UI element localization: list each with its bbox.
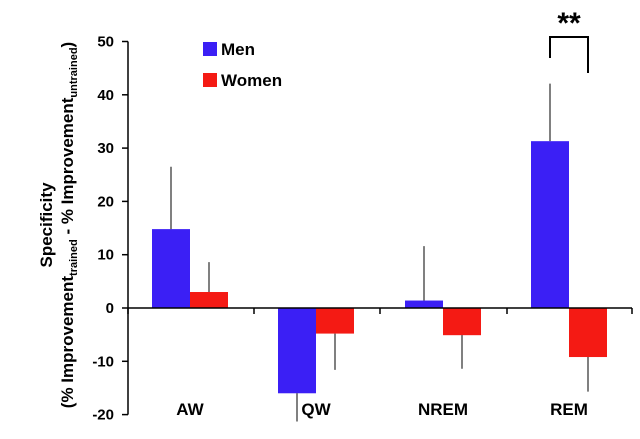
y-tick-label: 30 [97, 140, 114, 157]
legend-swatch-men [203, 42, 217, 56]
y-tick-label: -10 [92, 353, 114, 370]
significance-label: ** [557, 7, 581, 40]
legend-label-women: Women [221, 71, 282, 90]
bars [152, 141, 607, 394]
significance-bracket [549, 36, 589, 73]
error-bars [170, 83, 589, 422]
bar-men-rem [531, 141, 569, 308]
y-axis: -20 -10 0 10 20 30 40 50 [92, 34, 129, 424]
significance-annotation: ** [549, 7, 589, 73]
bar-women-qw [316, 308, 354, 334]
y-tick-label: -20 [92, 407, 114, 424]
y-axis-label-sub: (% Improvementtrained - % Improvementunt… [58, 42, 80, 408]
category-label: AW [176, 400, 204, 419]
y-axis-label-subscript: untrained [68, 47, 80, 97]
bar-women-nrem [443, 308, 481, 336]
category-label: NREM [418, 400, 468, 419]
y-axis-label-part: (% Improvement [58, 276, 77, 409]
y-tick-label: 40 [97, 87, 114, 104]
category-labels: AW QW NREM REM [176, 400, 588, 419]
bar-men-aw [152, 229, 190, 308]
x-axis [127, 307, 633, 314]
legend: Men Women [203, 40, 282, 90]
category-label: REM [550, 400, 588, 419]
bar-women-aw [190, 292, 228, 308]
y-tick-label: 20 [97, 193, 114, 210]
y-tick-label: 10 [97, 247, 114, 264]
bar-women-rem [569, 308, 607, 358]
y-axis-label-subscript: trained [68, 239, 80, 276]
bar-men-qw [278, 308, 316, 394]
y-axis-label: Specificity (% Improvementtrained - % Im… [37, 42, 80, 408]
legend-swatch-women [203, 73, 217, 87]
y-tick-label: 0 [106, 300, 114, 317]
legend-label-men: Men [221, 40, 255, 59]
y-tick-label: 50 [97, 34, 114, 51]
y-axis-label-part: - % Improvement [58, 97, 77, 239]
bar-men-nrem [405, 300, 443, 308]
category-label: QW [301, 400, 331, 419]
y-axis-label-main: Specificity [37, 182, 56, 268]
y-axis-label-part: ) [58, 42, 77, 48]
